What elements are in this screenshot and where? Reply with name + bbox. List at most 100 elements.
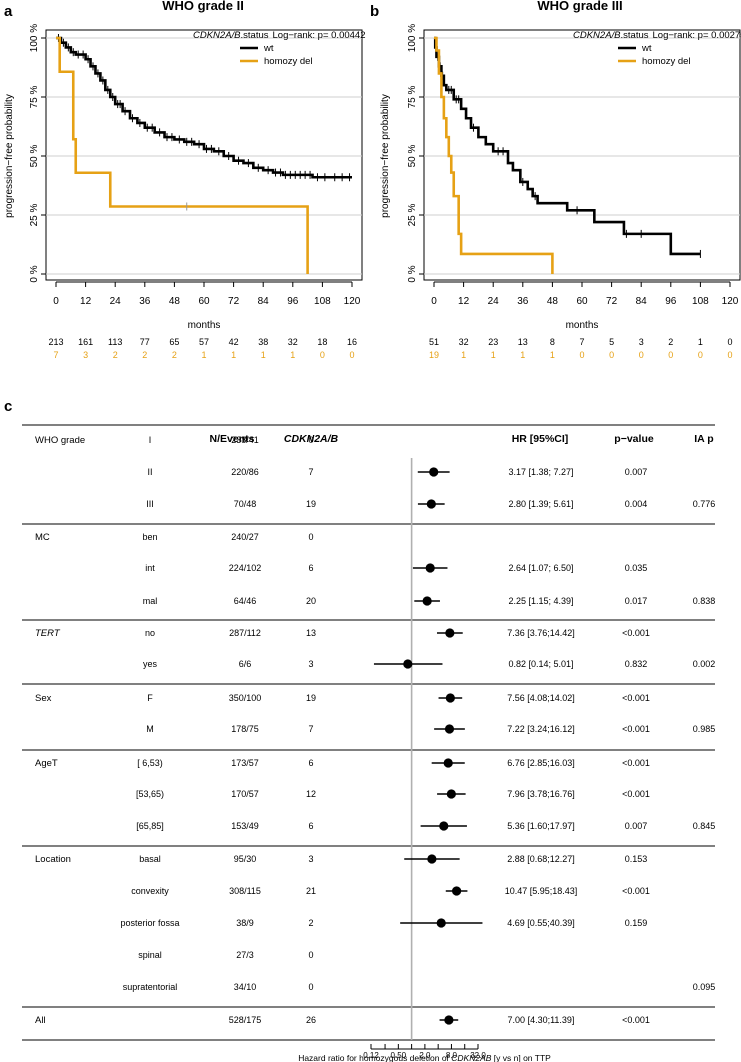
chart-title: WHO grade II	[162, 0, 244, 13]
row-count: 21	[306, 886, 316, 896]
row-count: 20	[306, 596, 316, 606]
hr-point	[403, 659, 413, 669]
row-level: no	[145, 628, 155, 638]
hr-point	[426, 499, 436, 509]
row-level: [53,65)	[136, 789, 164, 799]
risk-count: 2	[142, 350, 147, 360]
row-ia-p: 0.838	[693, 596, 716, 606]
row-level: [65,85]	[136, 821, 164, 831]
row-n-events: 64/46	[234, 596, 257, 606]
row-level: mal	[143, 596, 158, 606]
km-plot-grade-iii: WHO grade III 0 % 25 % 50 % 75 % 100 % progres…	[380, 0, 741, 360]
risk-count: 2	[172, 350, 177, 360]
row-p-value: 0.004	[625, 499, 648, 509]
x-tick-label: 120	[344, 296, 361, 307]
row-level: basal	[139, 854, 161, 864]
row-count: 3	[308, 854, 313, 864]
risk-count: 2	[668, 337, 673, 347]
risk-count: 0	[727, 350, 732, 360]
row-hr-text: 2.88 [0.68;12.27]	[507, 854, 575, 864]
plot-frame	[423, 29, 741, 281]
risk-count: 51	[429, 337, 439, 347]
logrank-p: Log−rank: p= 0.00275	[653, 30, 741, 41]
survival-curve-homozy-del	[434, 36, 554, 274]
x-tick-label: 108	[692, 296, 709, 307]
row-level: int	[145, 563, 155, 573]
risk-count: 65	[169, 337, 179, 347]
risk-count: 0	[668, 350, 673, 360]
row-count: 2	[308, 918, 313, 928]
risk-count: 0	[639, 350, 644, 360]
hr-point	[443, 758, 453, 768]
hr-point	[427, 854, 437, 864]
risk-count: 1	[461, 350, 466, 360]
forest-tick-label: 2.0	[419, 1051, 431, 1060]
risk-count: 23	[488, 337, 498, 347]
plot-frame	[45, 29, 363, 281]
risk-count: 0	[727, 337, 732, 347]
row-count: 3	[308, 659, 313, 669]
row-n-events: 238/41	[231, 435, 259, 445]
row-level: II	[147, 467, 152, 477]
row-hr-text: 7.00 [4.30;11.39]	[508, 1015, 575, 1025]
y-tick-label: 25 %	[407, 203, 418, 226]
risk-count: 1	[201, 350, 206, 360]
risk-count: 2	[113, 350, 118, 360]
logrank-p: Log−rank: p= 0.00442	[273, 30, 366, 41]
hr-point	[439, 821, 449, 831]
y-tick-label: 100 %	[407, 24, 418, 52]
row-ia-p: 0.095	[693, 982, 716, 992]
group-label: WHO grade	[35, 435, 85, 446]
row-hr-text: 2.25 [1.15; 4.39]	[508, 596, 573, 606]
group-label: AgeT	[35, 758, 58, 769]
row-hr-text: 2.64 [1.07; 6.50]	[508, 563, 573, 573]
legend-label: wt	[641, 43, 652, 54]
row-hr-text: 10.47 [5.95;18.43]	[505, 886, 578, 896]
risk-count: 7	[53, 350, 58, 360]
km-plot-grade-ii: WHO grade II 0 % 25 % 50 % 75 % 100 % progress…	[4, 0, 365, 360]
risk-count: 1	[698, 337, 703, 347]
xlabel-gene: CDKN2AB	[451, 1053, 491, 1062]
row-level: M	[146, 724, 154, 734]
panel-letter-c: c	[4, 398, 12, 415]
hr-point	[445, 628, 455, 638]
header-n-events: N/Events	[210, 433, 255, 445]
hr-point	[444, 724, 455, 734]
row-count: 19	[306, 693, 316, 703]
row-n-events: 178/75	[231, 724, 259, 734]
hr-point	[445, 693, 455, 703]
risk-count: 0	[609, 350, 614, 360]
row-hr-text: 5.36 [1.60;17.97]	[507, 821, 575, 831]
forest-tick-label: 0.12	[363, 1051, 379, 1060]
legend-label: homozy del	[264, 56, 313, 67]
row-count: 7	[308, 724, 313, 734]
risk-count: 3	[83, 350, 88, 360]
row-n-events: 95/30	[234, 854, 257, 864]
header-gene: CDKN2A/B	[284, 433, 339, 445]
hr-point	[451, 886, 462, 896]
legend-label: homozy del	[642, 56, 691, 67]
row-p-value: 0.153	[625, 854, 648, 864]
row-hr-text: 7.36 [3.76;14.42]	[507, 628, 575, 638]
y-axis-label: progression−free probability	[4, 94, 15, 218]
risk-count: 0	[698, 350, 703, 360]
risk-count: 32	[288, 337, 298, 347]
hr-point	[444, 1015, 454, 1025]
risk-count: 42	[229, 337, 239, 347]
row-level: supratentorial	[123, 982, 178, 992]
risk-count: 1	[491, 350, 496, 360]
y-tick-label: 75 %	[29, 85, 40, 108]
row-hr-text: 7.22 [3.24;16.12]	[507, 724, 575, 734]
risk-count: 8	[550, 337, 555, 347]
forest-plot: N/Events CDKN2A/B HR [95%CI] p−value IA p WHO…	[22, 424, 716, 1062]
y-tick-label: 50 %	[407, 144, 418, 167]
risk-count: 3	[639, 337, 644, 347]
risk-count: 113	[108, 337, 122, 347]
row-count: 6	[308, 821, 313, 831]
x-tick-label: 36	[517, 296, 529, 307]
row-n-events: 70/48	[234, 499, 257, 509]
survival-curve-homozy-del	[56, 36, 309, 274]
hr-point	[425, 563, 435, 573]
row-count: 0	[308, 532, 313, 542]
x-tick-label: 84	[636, 296, 648, 307]
